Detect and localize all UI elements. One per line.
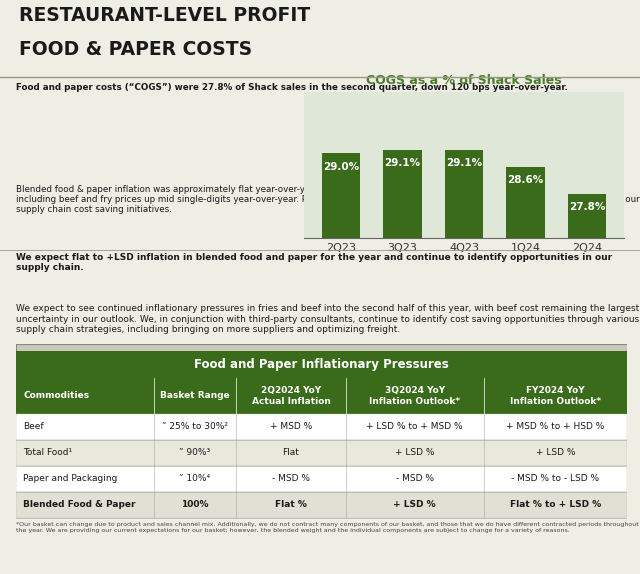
Point bbox=[480, 463, 488, 470]
Text: Blended Food & Paper: Blended Food & Paper bbox=[23, 501, 136, 510]
Bar bbox=[506, 166, 545, 574]
Text: + LSD %: + LSD % bbox=[536, 448, 575, 457]
Point bbox=[480, 436, 488, 443]
Point bbox=[232, 514, 240, 521]
Text: Flat %: Flat % bbox=[275, 501, 307, 510]
Point bbox=[150, 463, 157, 470]
Point bbox=[342, 410, 350, 417]
Point bbox=[232, 463, 240, 470]
Bar bbox=[445, 150, 483, 574]
Text: 3Q2024 YoY
Inflation Outlook*: 3Q2024 YoY Inflation Outlook* bbox=[369, 386, 460, 406]
Point bbox=[342, 410, 350, 417]
Text: + LSD % to + MSD %: + LSD % to + MSD % bbox=[367, 422, 463, 431]
Point bbox=[342, 488, 350, 495]
Point bbox=[232, 436, 240, 443]
Text: 29.1%: 29.1% bbox=[385, 158, 420, 168]
Text: Basket Range: Basket Range bbox=[160, 391, 230, 400]
Title: COGS as a % of Shack Sales: COGS as a % of Shack Sales bbox=[366, 73, 562, 87]
Point bbox=[150, 436, 157, 443]
Text: Food and paper costs (“COGS”) were 27.8% of Shack sales in the second quarter, d: Food and paper costs (“COGS”) were 27.8%… bbox=[16, 83, 568, 92]
FancyBboxPatch shape bbox=[16, 344, 627, 513]
Text: We expect to see continued inflationary pressures in fries and beef into the sec: We expect to see continued inflationary … bbox=[16, 304, 639, 334]
Text: + LSD %: + LSD % bbox=[394, 501, 436, 510]
Bar bbox=[322, 153, 360, 574]
Point bbox=[150, 410, 157, 417]
Text: 29.0%: 29.0% bbox=[323, 162, 359, 172]
Point bbox=[480, 463, 488, 470]
Point bbox=[480, 410, 488, 417]
Text: Commodities: Commodities bbox=[23, 391, 90, 400]
Point bbox=[150, 488, 157, 495]
Text: RESTAURANT-LEVEL PROFIT: RESTAURANT-LEVEL PROFIT bbox=[19, 6, 310, 25]
Text: Paper and Packaging: Paper and Packaging bbox=[23, 474, 118, 483]
Bar bbox=[383, 150, 422, 574]
Text: Food and Paper Inflationary Pressures: Food and Paper Inflationary Pressures bbox=[194, 358, 449, 371]
Point bbox=[150, 410, 157, 417]
Text: FOOD & PAPER COSTS: FOOD & PAPER COSTS bbox=[19, 40, 252, 59]
Text: Flat % to + LSD %: Flat % to + LSD % bbox=[509, 501, 601, 510]
Bar bbox=[568, 194, 606, 574]
Text: Total Food¹: Total Food¹ bbox=[23, 448, 72, 457]
Text: - MSD % to - LSD %: - MSD % to - LSD % bbox=[511, 474, 600, 483]
Point bbox=[232, 375, 240, 382]
Point bbox=[480, 410, 488, 417]
Point bbox=[150, 463, 157, 470]
Point bbox=[342, 436, 350, 443]
Text: 28.6%: 28.6% bbox=[508, 175, 543, 185]
Text: 27.8%: 27.8% bbox=[569, 203, 605, 212]
Point bbox=[480, 488, 488, 495]
Text: 2Q2024 YoY
Actual Inflation: 2Q2024 YoY Actual Inflation bbox=[252, 386, 330, 406]
Text: + MSD % to + HSD %: + MSD % to + HSD % bbox=[506, 422, 605, 431]
Text: ˜ 10%⁴: ˜ 10%⁴ bbox=[179, 474, 211, 483]
Text: We expect flat to +LSD inflation in blended food and paper for the year and cont: We expect flat to +LSD inflation in blen… bbox=[16, 253, 612, 272]
Text: *Our basket can change due to product and sales channel mix. Additionally, we do: *Our basket can change due to product an… bbox=[16, 522, 639, 533]
Text: 29.1%: 29.1% bbox=[446, 158, 482, 168]
FancyBboxPatch shape bbox=[16, 351, 627, 378]
Point bbox=[342, 375, 350, 382]
Point bbox=[232, 488, 240, 495]
Point bbox=[150, 436, 157, 443]
Text: + LSD %: + LSD % bbox=[395, 448, 435, 457]
Text: Blended food & paper inflation was approximately flat year-over-year. A few key : Blended food & paper inflation was appro… bbox=[16, 185, 640, 215]
Point bbox=[480, 375, 488, 382]
Point bbox=[150, 375, 157, 382]
Point bbox=[342, 436, 350, 443]
Text: FY2024 YoY
Inflation Outlook*: FY2024 YoY Inflation Outlook* bbox=[510, 386, 601, 406]
Text: ˜ 25% to 30%²: ˜ 25% to 30%² bbox=[162, 422, 228, 431]
FancyBboxPatch shape bbox=[16, 414, 627, 440]
Text: ˜ 90%³: ˜ 90%³ bbox=[179, 448, 211, 457]
Text: + MSD %: + MSD % bbox=[270, 422, 312, 431]
Text: - MSD %: - MSD % bbox=[396, 474, 434, 483]
Point bbox=[232, 463, 240, 470]
Text: 100%: 100% bbox=[181, 501, 209, 510]
Point bbox=[342, 488, 350, 495]
Point bbox=[232, 488, 240, 495]
FancyBboxPatch shape bbox=[16, 440, 627, 466]
Point bbox=[342, 463, 350, 470]
Point bbox=[150, 488, 157, 495]
Point bbox=[232, 436, 240, 443]
Point bbox=[342, 463, 350, 470]
FancyBboxPatch shape bbox=[16, 378, 627, 414]
Text: Flat: Flat bbox=[283, 448, 300, 457]
FancyBboxPatch shape bbox=[16, 492, 627, 518]
Point bbox=[150, 514, 157, 521]
Point bbox=[480, 514, 488, 521]
Point bbox=[232, 410, 240, 417]
Text: - MSD %: - MSD % bbox=[272, 474, 310, 483]
Point bbox=[480, 436, 488, 443]
Text: Beef: Beef bbox=[23, 422, 44, 431]
Point bbox=[480, 488, 488, 495]
Point bbox=[342, 514, 350, 521]
Point bbox=[232, 410, 240, 417]
FancyBboxPatch shape bbox=[16, 466, 627, 492]
